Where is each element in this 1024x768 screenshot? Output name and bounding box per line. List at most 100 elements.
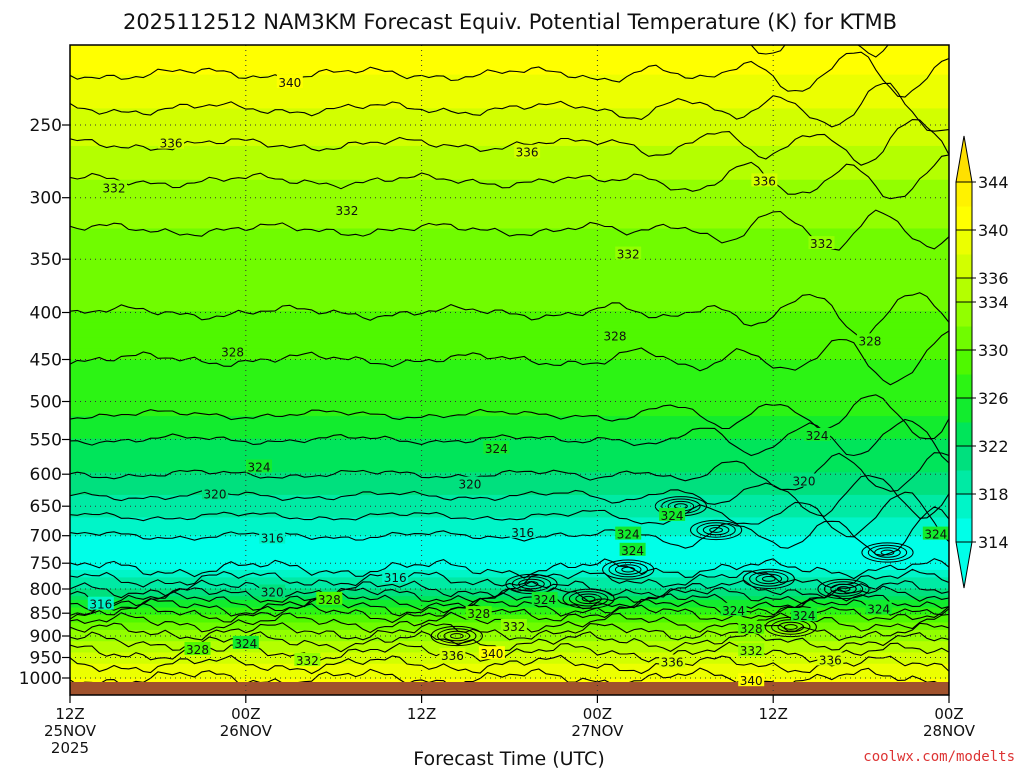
contour-lines — [70, 45, 949, 689]
contour-label-bg — [382, 569, 409, 583]
colorbar-segment — [956, 374, 972, 399]
contour-label-bg — [276, 75, 303, 88]
color-band — [70, 213, 949, 218]
contour-label: 328 — [604, 330, 627, 344]
contour-label: 324 — [661, 509, 684, 523]
credit-text: coolwx.com/modelts — [863, 749, 1015, 765]
contour-label-bg — [514, 144, 541, 158]
color-band — [70, 442, 949, 447]
color-band — [70, 277, 949, 282]
colorbar-segment — [956, 278, 972, 303]
contour-label: 332 — [502, 620, 525, 634]
contour-closed-loop — [430, 625, 483, 647]
x-tick-label: 2025 — [51, 739, 89, 757]
color-band — [70, 408, 949, 413]
color-band — [70, 652, 949, 657]
color-band — [70, 183, 949, 188]
color-band — [70, 82, 949, 87]
contour-closed-loop — [761, 576, 776, 582]
contour-label-bg — [483, 440, 510, 454]
color-band — [70, 93, 949, 98]
x-tick-label: 00Z — [583, 705, 612, 723]
contour-closed-loop — [783, 624, 798, 630]
contour-label: 316 — [89, 598, 112, 612]
contour-line — [70, 292, 949, 339]
contour-line — [70, 558, 949, 580]
contour-line — [70, 119, 949, 166]
color-band — [70, 251, 949, 256]
color-band — [70, 506, 949, 511]
y-tick-label: 650 — [30, 497, 62, 517]
contour-closed-loop — [771, 619, 811, 635]
colorbar-segment — [956, 326, 972, 351]
color-band — [70, 359, 949, 365]
contour-label-bg — [922, 526, 949, 540]
color-band — [70, 303, 949, 308]
contour-closed-loop — [518, 578, 545, 590]
color-band — [70, 367, 949, 372]
y-tick-label: 850 — [30, 604, 62, 624]
color-band — [70, 153, 949, 158]
contour-label-bg — [865, 601, 892, 615]
color-band — [70, 348, 949, 353]
color-band — [70, 464, 949, 470]
color-band — [70, 352, 949, 357]
color-band — [70, 678, 949, 684]
color-band — [70, 52, 949, 57]
color-band — [70, 145, 949, 151]
color-band — [70, 592, 949, 597]
color-band — [70, 374, 949, 380]
x-tick-label: 12Z — [407, 705, 436, 723]
color-band — [70, 78, 949, 83]
contour-label: 332 — [810, 237, 833, 251]
color-band — [70, 281, 949, 286]
contour-closed-loop — [709, 527, 723, 533]
color-band — [70, 393, 949, 398]
color-band — [70, 521, 949, 526]
color-band — [70, 119, 949, 125]
color-band — [70, 431, 949, 436]
color-band — [70, 457, 949, 462]
color-band — [70, 697, 949, 701]
color-band — [70, 404, 949, 410]
contour-line — [70, 667, 949, 689]
color-band — [70, 453, 949, 458]
color-band — [70, 513, 949, 518]
contour-label: 320 — [458, 478, 481, 492]
contour-label-bg — [751, 173, 778, 187]
y-tick-label: 250 — [30, 116, 62, 136]
color-band — [70, 37, 949, 41]
contour-closed-loop — [581, 595, 596, 602]
color-band — [70, 299, 949, 305]
contour-closed-loop — [874, 547, 901, 558]
colorbar-bottom-arrow — [955, 541, 973, 589]
color-band — [70, 644, 949, 650]
color-band — [70, 333, 949, 338]
color-band — [70, 423, 949, 428]
color-band — [70, 562, 949, 567]
x-tick-label: 12Z — [759, 705, 788, 723]
contour-line — [70, 82, 949, 132]
color-band — [70, 85, 949, 91]
color-band — [70, 187, 949, 192]
x-tick-label: 26NOV — [220, 722, 273, 740]
contour-closed-loop — [602, 559, 655, 580]
color-band — [70, 45, 949, 49]
color-band — [70, 614, 949, 620]
color-band — [70, 502, 949, 507]
color-band — [70, 498, 949, 503]
contour-label: 324 — [248, 461, 271, 475]
color-band — [70, 494, 949, 500]
color-band — [70, 254, 949, 260]
contour-label: 336 — [516, 146, 539, 160]
x-tick-label: 12Z — [55, 705, 84, 723]
y-tick-label: 550 — [30, 431, 62, 451]
contour-line — [70, 568, 949, 589]
color-band — [70, 70, 949, 76]
contour-line — [70, 597, 949, 617]
contour-label-bg — [531, 591, 558, 605]
y-tick-label: 600 — [30, 465, 62, 485]
y-tick-label: 350 — [30, 250, 62, 270]
color-band — [70, 337, 949, 342]
colorbar-segment — [956, 446, 972, 471]
